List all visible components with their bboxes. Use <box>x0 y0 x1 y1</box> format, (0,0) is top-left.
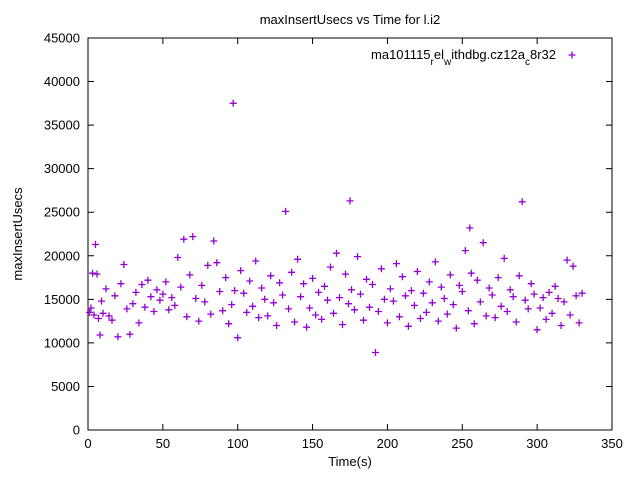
chart-title: maxInsertUsecs vs Time for l.i2 <box>260 12 441 27</box>
y-tick-label: 45000 <box>44 31 80 46</box>
y-tick-label: 10000 <box>44 335 80 350</box>
plot-border <box>87 37 613 431</box>
x-tick-label: 50 <box>156 436 170 451</box>
x-tick-label: 150 <box>302 436 324 451</box>
x-tick-label: 300 <box>526 436 548 451</box>
y-tick-label: 35000 <box>44 118 80 133</box>
y-tick-label: 40000 <box>44 74 80 89</box>
y-axis-label: maxInsertUsecs <box>10 187 25 281</box>
y-axis-ticks: 0 5000 10000 15000 20000 25000 30000 35000 40000… <box>44 31 612 438</box>
x-axis-ticks: 0 50 100 150 200 250 300 350 <box>84 38 623 451</box>
legend-label: ma101115relwithdbg.cz12ac8r32 <box>371 47 556 68</box>
y-tick-label: 25000 <box>44 205 80 220</box>
x-tick-label: 100 <box>227 436 249 451</box>
x-axis-label: Time(s) <box>328 454 372 469</box>
y-tick-label: 15000 <box>44 292 80 307</box>
x-tick-label: 250 <box>451 436 473 451</box>
data-points-path <box>86 99 586 356</box>
y-tick-label: 5000 <box>51 379 80 394</box>
x-tick-label: 350 <box>601 436 623 451</box>
y-tick-label: 0 <box>73 423 80 438</box>
x-tick-label: 200 <box>377 436 399 451</box>
y-tick-label: 20000 <box>44 248 80 263</box>
data-points <box>86 99 586 356</box>
legend-marker-icon <box>568 51 576 59</box>
x-tick-label: 0 <box>84 436 91 451</box>
legend: ma101115relwithdbg.cz12ac8r32 <box>371 47 576 68</box>
y-tick-label: 30000 <box>44 161 80 176</box>
